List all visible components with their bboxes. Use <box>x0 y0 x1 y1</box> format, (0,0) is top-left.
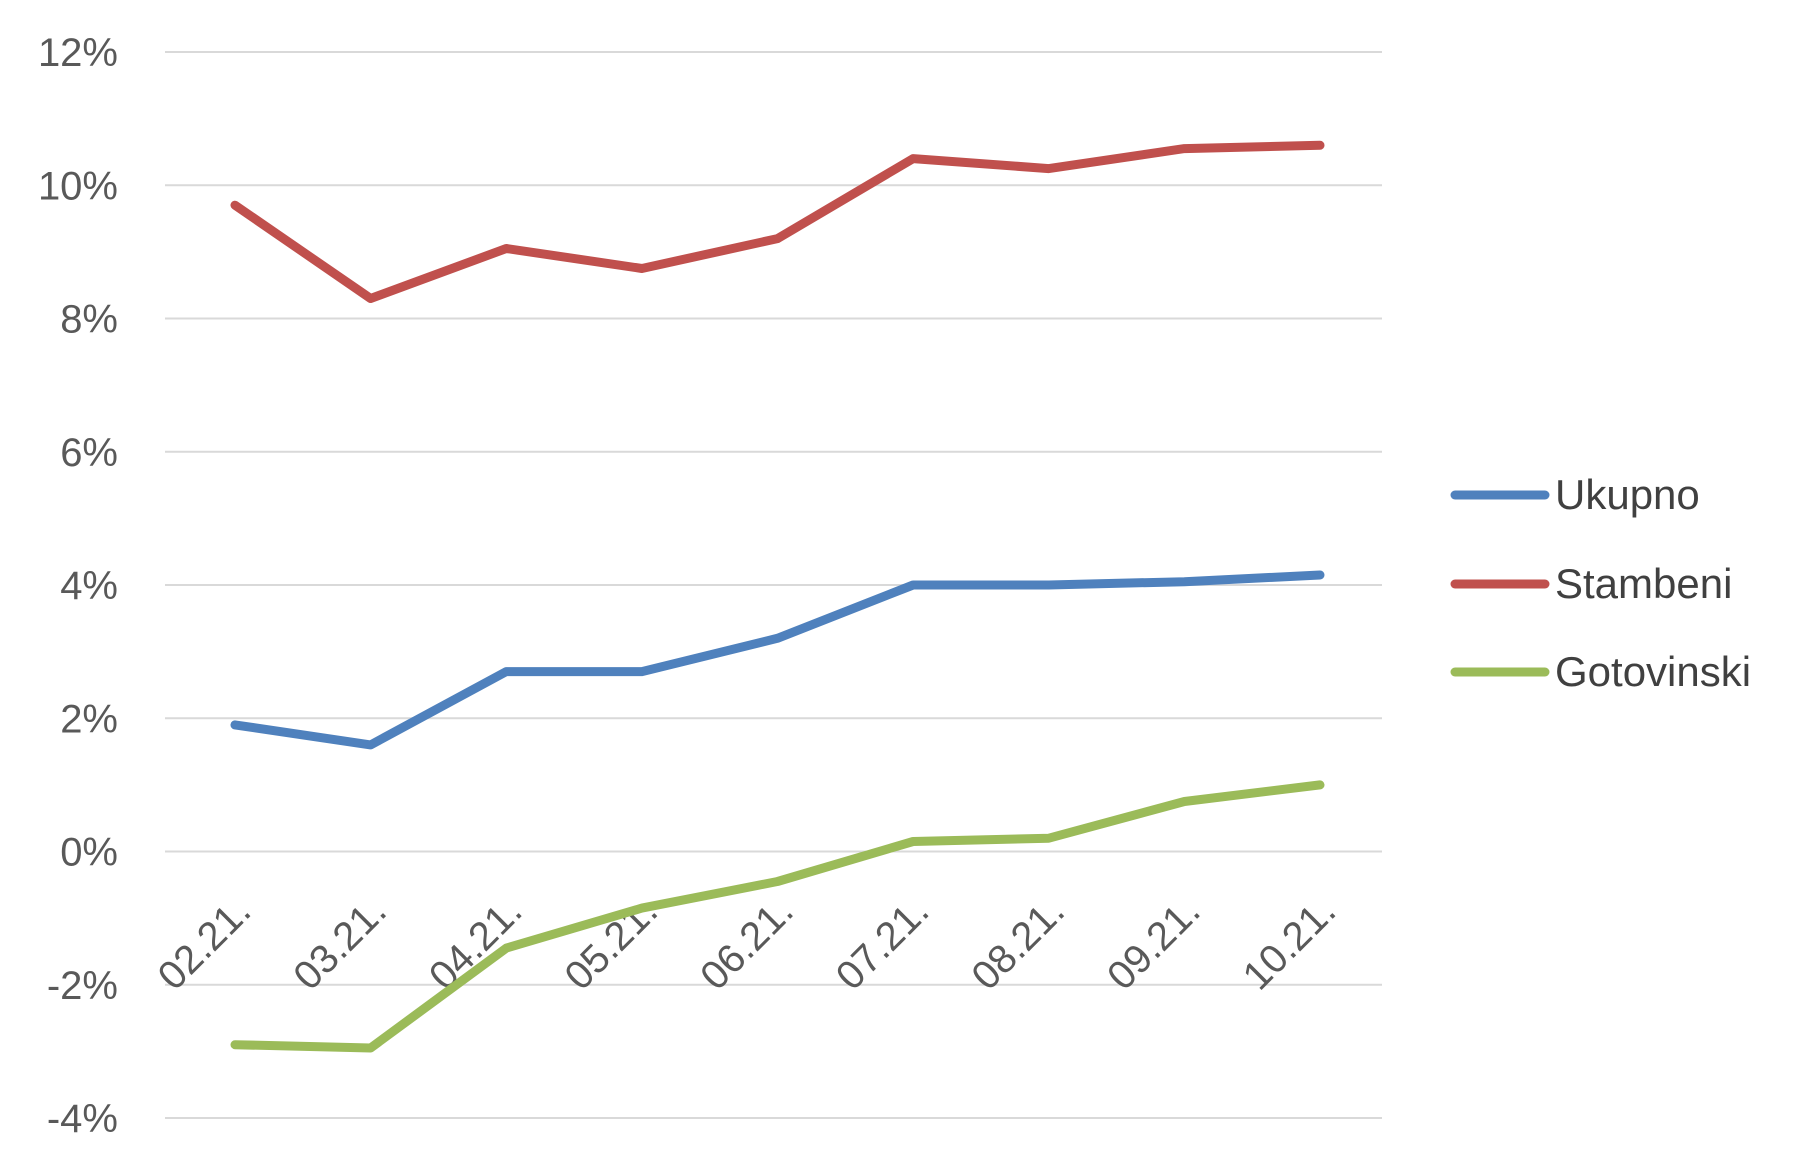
x-tick-label: 08.21. <box>963 889 1073 999</box>
x-tick-label: 09.21. <box>1099 889 1209 999</box>
y-tick-label: 10% <box>38 164 118 208</box>
x-axis-ticks: 02.21. 03.21. 04.21. 05.21. 06.21. 07.21. 08.2… <box>150 889 1345 999</box>
y-tick-label: 6% <box>60 431 118 475</box>
x-tick-label: 02.21. <box>150 889 260 999</box>
series-line-stambeni <box>230 140 1325 303</box>
y-tick-label: 4% <box>60 564 118 608</box>
y-tick-label: -2% <box>47 964 118 1008</box>
x-tick-label: 03.21. <box>285 889 395 999</box>
legend-label: Ukupno <box>1555 471 1700 518</box>
y-axis-ticks: 12% 10% 8% 6% 4% 2% 0% -2% -4% <box>38 31 118 1141</box>
y-tick-label: 12% <box>38 31 118 75</box>
series-line-ukupno <box>230 570 1325 750</box>
x-tick-label: 06.21. <box>692 889 802 999</box>
legend-label: Gotovinski <box>1555 648 1751 695</box>
y-tick-label: -4% <box>47 1097 118 1141</box>
gridlines <box>165 51 1382 1119</box>
series-line-gotovinski <box>230 780 1325 1053</box>
legend: Ukupno Stambeni Gotovinski <box>1450 471 1751 695</box>
x-tick-label: 10.21. <box>1235 889 1345 999</box>
y-tick-label: 2% <box>60 697 118 741</box>
legend-label: Stambeni <box>1555 560 1732 607</box>
series-lines <box>230 140 1325 1053</box>
y-tick-label: 0% <box>60 831 118 875</box>
y-tick-label: 8% <box>60 298 118 342</box>
x-tick-label: 07.21. <box>828 889 938 999</box>
